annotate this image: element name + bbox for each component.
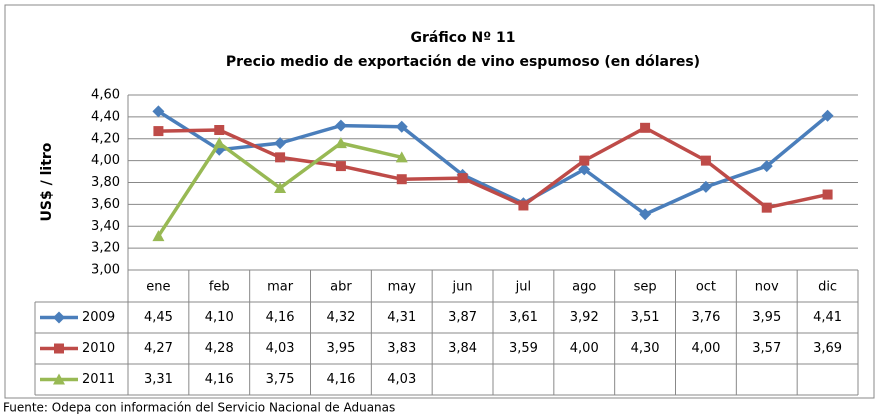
marker	[457, 173, 468, 184]
table-cell: 3,69	[813, 341, 842, 356]
marker	[822, 189, 833, 200]
x-tick-label: feb	[209, 280, 230, 295]
chart-title: Gráfico Nº 11	[411, 30, 516, 46]
marker	[821, 109, 834, 122]
chart-subtitle: Precio medio de exportación de vino espu…	[226, 54, 700, 70]
source-note: Fuente: Odepa con información del Servic…	[3, 401, 395, 415]
marker	[395, 120, 408, 133]
marker	[578, 163, 591, 176]
x-tick-label: may	[388, 280, 417, 295]
legend-label: 2011	[82, 372, 115, 387]
marker	[53, 311, 65, 324]
table-cell: 4,45	[144, 310, 173, 325]
marker	[53, 373, 65, 385]
marker	[213, 137, 226, 149]
x-tick-label: jul	[515, 280, 531, 295]
marker	[760, 160, 773, 173]
x-tick-label: ene	[146, 280, 170, 295]
x-tick-label: oct	[696, 280, 716, 295]
marker	[518, 200, 529, 211]
table-cell: 3,87	[448, 310, 477, 325]
table-cell: 4,31	[387, 310, 416, 325]
marker	[54, 343, 64, 354]
table-cell: 3,95	[326, 341, 355, 356]
table-cell: 4,10	[205, 310, 234, 325]
marker	[396, 174, 407, 185]
table-cell: 3,83	[387, 341, 416, 356]
series-line	[158, 126, 828, 210]
marker	[335, 161, 346, 172]
table-cell: 3,59	[509, 341, 538, 356]
marker	[699, 180, 712, 193]
marker	[639, 208, 652, 221]
table-cell: 4,16	[326, 372, 355, 387]
marker	[761, 202, 772, 213]
x-tick-label: sep	[634, 280, 657, 295]
y-tick-label: 4,00	[91, 153, 120, 168]
marker	[153, 126, 164, 137]
x-tick-label: abr	[330, 280, 352, 295]
table-cell: 4,03	[387, 372, 416, 387]
y-axis-title: US$ / litro	[39, 142, 55, 221]
marker	[334, 137, 347, 149]
y-tick-label: 3,00	[91, 263, 120, 278]
y-tick-label: 3,40	[91, 219, 120, 234]
table-cell: 3,76	[691, 310, 720, 325]
y-tick-label: 4,20	[91, 131, 120, 146]
y-tick-label: 3,80	[91, 175, 120, 190]
table-cell: 3,61	[509, 310, 538, 325]
x-tick-label: dic	[818, 280, 837, 295]
table-cell: 4,27	[144, 341, 173, 356]
marker	[579, 155, 590, 166]
table-cell: 3,95	[752, 310, 781, 325]
marker	[334, 119, 347, 132]
table-cell: 4,28	[205, 341, 234, 356]
table-cell: 4,16	[266, 310, 295, 325]
table-cell: 4,41	[813, 310, 842, 325]
table-cell: 3,75	[266, 372, 295, 387]
x-tick-label: mar	[267, 280, 294, 295]
y-tick-label: 3,60	[91, 197, 120, 212]
x-tick-label: ago	[572, 280, 596, 295]
table-cell: 4,16	[205, 372, 234, 387]
x-tick-label: jun	[452, 280, 473, 295]
marker	[274, 137, 287, 150]
marker	[275, 152, 286, 163]
legend-label: 2009	[82, 310, 115, 325]
table-cell: 3,57	[752, 341, 781, 356]
table-cell: 4,32	[326, 310, 355, 325]
table-cell: 3,51	[631, 310, 660, 325]
marker	[700, 155, 711, 166]
table-cell: 3,92	[570, 310, 599, 325]
marker	[395, 151, 408, 163]
marker	[152, 230, 165, 242]
table-cell: 4,00	[691, 341, 720, 356]
table-cell: 4,30	[631, 341, 660, 356]
y-tick-label: 4,40	[91, 109, 120, 124]
marker	[152, 105, 165, 118]
marker	[214, 125, 225, 135]
marker	[640, 122, 651, 133]
y-tick-label: 3,20	[91, 241, 120, 256]
series-line	[157, 109, 829, 216]
table-cell: 4,00	[570, 341, 599, 356]
marker	[274, 181, 287, 193]
y-tick-label: 4,60	[91, 88, 120, 103]
legend-label: 2010	[82, 341, 115, 356]
table-cell: 3,31	[144, 372, 173, 387]
table-cell: 3,84	[448, 341, 477, 356]
x-tick-label: nov	[755, 280, 779, 295]
table-cell: 4,03	[266, 341, 295, 356]
